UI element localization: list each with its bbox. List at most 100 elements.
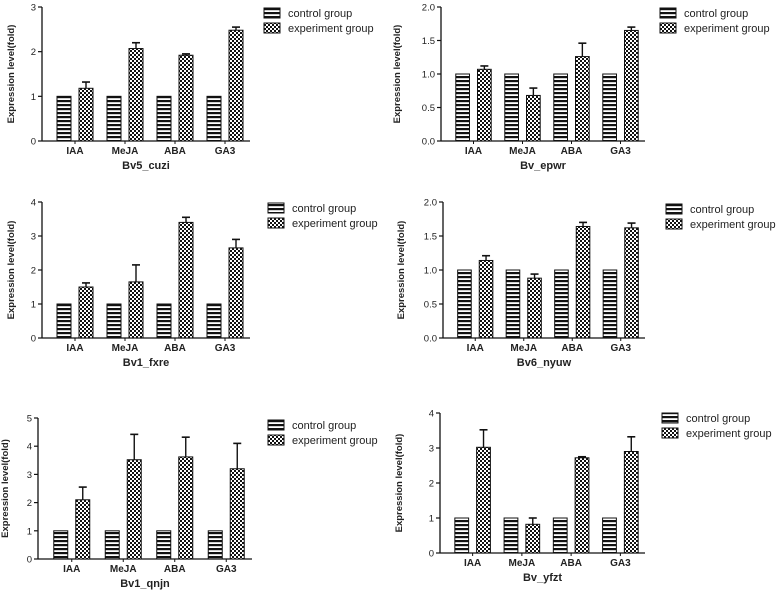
experiment-bar <box>228 29 244 142</box>
legend-label: control group <box>288 8 352 20</box>
chart-title: Bv5_cuzi <box>122 160 170 172</box>
y-tick-label: 0.5 <box>424 300 437 311</box>
control-bar <box>553 73 569 142</box>
x-tick-label: ABA <box>164 564 186 575</box>
legend-label: experiment group <box>292 218 378 230</box>
y-axis-label: Expression level(fold) <box>0 439 11 538</box>
legend-swatch <box>659 22 677 34</box>
control-bar <box>206 303 222 339</box>
y-tick-label: 1.0 <box>424 266 437 277</box>
chart-title: Bv1_qnjn <box>120 578 170 590</box>
experiment-bar <box>575 225 591 339</box>
control-bar <box>106 95 122 142</box>
y-tick-label: 1 <box>429 514 434 525</box>
y-tick-label: 2.0 <box>424 198 437 209</box>
control-bar <box>207 530 223 560</box>
experiment-bar <box>128 48 144 142</box>
y-axis-label: Expression level(fold) <box>394 434 405 533</box>
legend-swatch <box>665 203 683 215</box>
legend-label: experiment group <box>288 23 374 35</box>
x-tick-label: GA3 <box>610 558 631 569</box>
y-tick-label: 1.5 <box>422 36 435 47</box>
chart-panel-4: 0.0 0.5 1.0 1.5 2.0 Expression level(fold) IAA… <box>396 198 776 370</box>
experiment-bar <box>75 499 91 560</box>
y-tick-label: 0.5 <box>422 103 435 114</box>
experiment-bar <box>78 87 94 142</box>
legend-label: control group <box>690 204 754 216</box>
y-axis-label: Expression level(fold) <box>6 25 17 124</box>
experiment-bar <box>126 459 142 560</box>
legend-swatch <box>267 434 285 446</box>
x-tick-label: GA3 <box>216 564 237 575</box>
legend-label: control group <box>292 203 356 215</box>
y-tick-label: 3 <box>31 232 36 243</box>
control-bar <box>53 530 69 560</box>
chart-panel-2: 0.0 0.5 1.0 1.5 2.0 Expression level(fold) IAA… <box>392 3 770 173</box>
x-tick-label: IAA <box>465 146 482 157</box>
experiment-bar <box>575 56 590 142</box>
control-bar <box>156 530 172 560</box>
chart-panel-6: 0 1 2 3 4 Expression level(fold) IAA MeJA ABA GA3… <box>394 409 772 585</box>
control-bar <box>602 73 618 142</box>
x-tick-label: ABA <box>164 343 186 354</box>
y-tick-label: 3 <box>27 470 32 481</box>
y-axis-label: Expression level(fold) <box>392 25 403 124</box>
y-tick-label: 0 <box>27 555 32 566</box>
y-tick-label: 2.0 <box>422 3 435 14</box>
legend-label: experiment group <box>292 435 378 447</box>
x-tick-label: IAA <box>464 558 481 569</box>
x-tick-label: MeJA <box>509 146 536 157</box>
y-tick-label: 2 <box>27 498 32 509</box>
control-bar <box>454 517 470 554</box>
experiment-bar <box>527 277 542 339</box>
x-tick-label: ABA <box>164 146 186 157</box>
experiment-bar <box>476 446 491 554</box>
legend-swatch <box>263 22 281 34</box>
legend-swatch <box>267 217 285 229</box>
chart-title: Bv6_nyuw <box>517 357 572 369</box>
control-bar <box>457 269 472 339</box>
y-tick-label: 2 <box>31 266 36 277</box>
legend-swatch <box>661 412 679 424</box>
y-tick-label: 1.5 <box>424 232 437 243</box>
control-bar <box>206 95 222 142</box>
experiment-bar <box>128 281 144 339</box>
control-bar <box>56 95 72 142</box>
x-tick-label: MeJA <box>112 343 139 354</box>
x-tick-label: MeJA <box>112 146 139 157</box>
chart-panel-1: 0 1 2 3 Expression level(fold) IAA MeJA ABA GA3 B… <box>6 3 374 173</box>
chart-title: Bv_epwr <box>520 160 567 172</box>
chart-title: Bv_yfzt <box>523 572 562 584</box>
y-tick-label: 3 <box>31 3 36 14</box>
legend-swatch <box>661 427 679 439</box>
experiment-bar <box>624 227 639 339</box>
experiment-bar <box>178 221 194 339</box>
x-tick-label: GA3 <box>610 146 631 157</box>
y-tick-label: 1 <box>31 92 36 103</box>
chart-title: Bv1_fxre <box>123 357 169 369</box>
control-bar <box>554 269 569 339</box>
legend-swatch <box>263 7 281 19</box>
y-axis-label: Expression level(fold) <box>396 221 407 320</box>
y-tick-label: 1 <box>27 526 32 537</box>
control-bar <box>156 303 172 339</box>
control-bar <box>56 303 72 339</box>
experiment-bar <box>624 29 639 142</box>
x-tick-label: IAA <box>63 564 80 575</box>
control-bar <box>106 303 122 339</box>
experiment-bar <box>178 456 194 560</box>
y-tick-label: 2 <box>31 47 36 58</box>
x-tick-label: IAA <box>66 343 83 354</box>
experiment-bar <box>229 468 245 560</box>
x-tick-label: ABA <box>561 146 583 157</box>
chart-panel-3: 0 1 2 3 4 Expression level(fold) IAA MeJA ABA GA3… <box>6 198 378 370</box>
y-axis-label: Expression level(fold) <box>6 221 17 320</box>
experiment-bar <box>525 523 541 554</box>
control-bar <box>503 517 519 554</box>
y-tick-label: 3 <box>429 444 434 455</box>
legend-label: control group <box>686 413 750 425</box>
legend-label: control group <box>292 420 356 432</box>
experiment-bar <box>478 259 494 339</box>
legend-swatch <box>659 7 677 19</box>
